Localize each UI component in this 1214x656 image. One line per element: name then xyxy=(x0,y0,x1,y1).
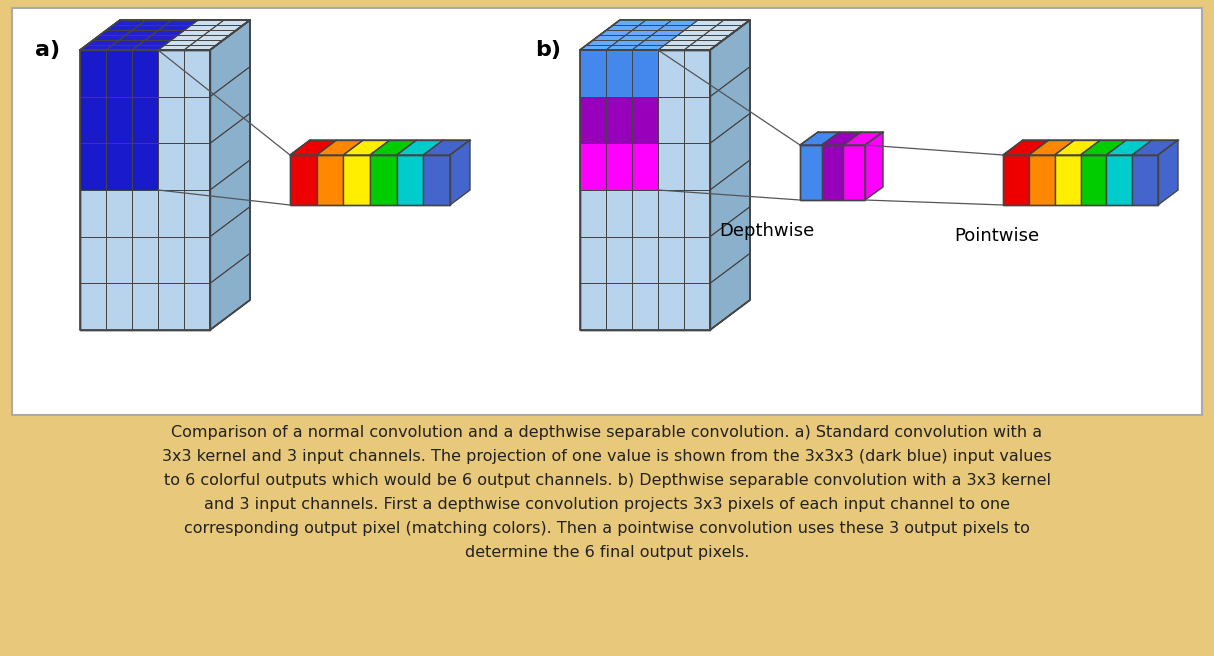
Bar xyxy=(844,145,866,200)
Bar xyxy=(424,155,450,205)
Polygon shape xyxy=(866,132,883,200)
Bar xyxy=(800,145,822,200)
Bar xyxy=(12,8,1202,415)
Polygon shape xyxy=(370,140,416,155)
Polygon shape xyxy=(1080,140,1127,155)
Bar xyxy=(1133,155,1158,205)
Bar xyxy=(632,50,658,96)
Bar xyxy=(580,143,606,190)
Polygon shape xyxy=(80,20,250,50)
Polygon shape xyxy=(1133,140,1178,155)
Bar xyxy=(632,96,658,143)
Bar xyxy=(1028,155,1055,205)
Polygon shape xyxy=(580,20,646,50)
Bar xyxy=(132,50,158,96)
Polygon shape xyxy=(1028,140,1074,155)
Bar xyxy=(132,143,158,190)
Bar xyxy=(106,143,132,190)
Polygon shape xyxy=(606,20,673,50)
Polygon shape xyxy=(132,20,198,50)
Polygon shape xyxy=(397,140,443,155)
Polygon shape xyxy=(317,140,363,155)
Bar xyxy=(106,96,132,143)
Polygon shape xyxy=(424,140,470,155)
Polygon shape xyxy=(1106,140,1152,155)
Text: a): a) xyxy=(35,40,61,60)
Polygon shape xyxy=(1003,140,1049,155)
Bar xyxy=(80,96,106,143)
Polygon shape xyxy=(1158,140,1178,205)
Polygon shape xyxy=(710,20,750,330)
Bar xyxy=(397,155,424,205)
Bar xyxy=(80,50,106,96)
Text: Depthwise: Depthwise xyxy=(719,222,815,240)
Polygon shape xyxy=(822,132,862,145)
Bar xyxy=(1003,155,1028,205)
Bar xyxy=(344,155,370,205)
Bar xyxy=(606,143,632,190)
Polygon shape xyxy=(800,132,840,145)
Polygon shape xyxy=(632,20,698,50)
Text: Comparison of a normal convolution and a depthwise separable convolution. a) Sta: Comparison of a normal convolution and a… xyxy=(163,425,1051,560)
Bar xyxy=(80,143,106,190)
Bar xyxy=(580,96,606,143)
Text: b): b) xyxy=(535,40,561,60)
Bar xyxy=(80,50,210,330)
Bar xyxy=(290,155,317,205)
Polygon shape xyxy=(80,20,146,50)
Bar xyxy=(822,145,844,200)
Polygon shape xyxy=(344,140,390,155)
Bar xyxy=(1080,155,1106,205)
Bar xyxy=(606,96,632,143)
Polygon shape xyxy=(290,140,336,155)
Bar xyxy=(1106,155,1133,205)
Polygon shape xyxy=(1055,140,1101,155)
Bar xyxy=(317,155,344,205)
Bar xyxy=(580,50,710,330)
Bar xyxy=(132,96,158,143)
Bar xyxy=(370,155,397,205)
Polygon shape xyxy=(450,140,470,205)
Polygon shape xyxy=(106,20,172,50)
Bar xyxy=(106,50,132,96)
Bar xyxy=(580,50,606,96)
Polygon shape xyxy=(580,20,750,50)
Bar xyxy=(1055,155,1080,205)
Text: Pointwise: Pointwise xyxy=(954,227,1039,245)
Bar xyxy=(632,143,658,190)
Polygon shape xyxy=(844,132,883,145)
Bar xyxy=(606,50,632,96)
Polygon shape xyxy=(210,20,250,330)
